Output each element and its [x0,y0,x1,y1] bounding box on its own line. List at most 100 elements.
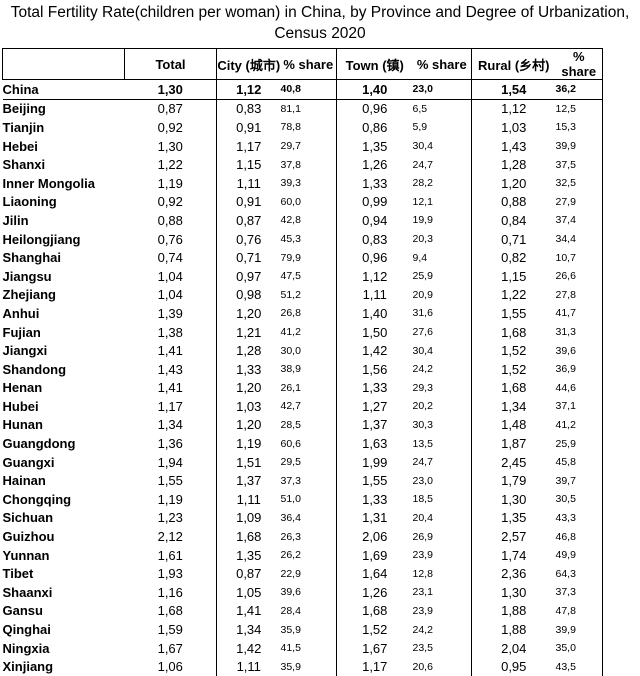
town-cell: 1,40 [337,304,413,323]
rural-share-cell: 39,7 [556,471,603,490]
rural-cell: 1,22 [472,286,556,305]
region-name-cell: Heilongjiang [3,230,125,249]
town-cell: 2,06 [337,527,413,546]
total-cell: 0,92 [125,118,217,137]
town-cell: 1,55 [337,471,413,490]
city-share-cell: 39,6 [281,583,337,602]
town-cell: 1,11 [337,286,413,305]
city-share-cell: 41,5 [281,639,337,658]
total-cell: 1,17 [125,397,217,416]
region-name-cell: Hubei [3,397,125,416]
town-cell: 1,42 [337,341,413,360]
city-cell: 0,98 [217,286,281,305]
region-name-cell: Hainan [3,471,125,490]
city-share-cell: 39,3 [281,174,337,193]
town-share-cell: 20,2 [413,397,472,416]
header-rural-share: % share [556,49,603,80]
town-cell: 1,33 [337,174,413,193]
town-share-cell: 23,0 [413,471,472,490]
rural-cell: 1,43 [472,137,556,156]
city-cell: 0,91 [217,118,281,137]
city-cell: 1,17 [217,137,281,156]
total-cell: 1,04 [125,267,217,286]
rural-cell: 1,34 [472,397,556,416]
rural-cell: 1,54 [472,80,556,100]
rural-cell: 0,82 [472,248,556,267]
city-cell: 1,11 [217,174,281,193]
town-cell: 1,35 [337,137,413,156]
header-region [3,49,125,80]
total-cell: 1,94 [125,453,217,472]
city-share-cell: 26,2 [281,546,337,565]
rural-cell: 1,30 [472,583,556,602]
rural-share-cell: 37,4 [556,211,603,230]
region-name-cell: Gansu [3,602,125,621]
rural-cell: 1,30 [472,490,556,509]
town-share-cell: 24,7 [413,155,472,174]
rural-cell: 0,88 [472,193,556,212]
header-town: Town (镇) [337,49,413,80]
region-name-cell: Henan [3,379,125,398]
total-cell: 1,41 [125,379,217,398]
city-cell: 1,05 [217,583,281,602]
town-cell: 1,56 [337,360,413,379]
total-cell: 1,67 [125,639,217,658]
city-share-cell: 26,8 [281,304,337,323]
city-share-cell: 22,9 [281,564,337,583]
total-cell: 1,55 [125,471,217,490]
city-cell: 1,35 [217,546,281,565]
region-name-cell: Xinjiang [3,657,125,676]
rural-share-cell: 41,2 [556,416,603,435]
town-cell: 1,26 [337,155,413,174]
region-name-cell: Ningxia [3,639,125,658]
city-cell: 1,37 [217,471,281,490]
region-name-cell: Guangxi [3,453,125,472]
total-cell: 1,36 [125,434,217,453]
town-share-cell: 20,6 [413,657,472,676]
city-cell: 1,42 [217,639,281,658]
rural-share-cell: 39,6 [556,341,603,360]
region-name-cell: Yunnan [3,546,125,565]
region-name-cell: Guizhou [3,527,125,546]
city-cell: 0,97 [217,267,281,286]
city-share-cell: 26,3 [281,527,337,546]
total-cell: 1,34 [125,416,217,435]
city-cell: 0,83 [217,99,281,118]
town-share-cell: 18,5 [413,490,472,509]
town-cell: 1,31 [337,509,413,528]
region-name-cell: Shanxi [3,155,125,174]
city-share-cell: 28,5 [281,416,337,435]
region-name-cell: Zhejiang [3,286,125,305]
town-cell: 1,37 [337,416,413,435]
rural-cell: 2,36 [472,564,556,583]
town-cell: 1,52 [337,620,413,639]
rural-share-cell: 37,1 [556,397,603,416]
total-cell: 1,19 [125,174,217,193]
region-name-cell: Anhui [3,304,125,323]
city-share-cell: 81,1 [281,99,337,118]
rural-share-cell: 36,2 [556,80,603,100]
total-cell: 0,76 [125,230,217,249]
town-cell: 1,69 [337,546,413,565]
rural-share-cell: 64,3 [556,564,603,583]
total-cell: 1,39 [125,304,217,323]
total-cell: 1,93 [125,564,217,583]
city-cell: 1,33 [217,360,281,379]
city-share-cell: 35,9 [281,657,337,676]
region-name-cell: Tianjin [3,118,125,137]
region-name-cell: Guangdong [3,434,125,453]
rural-share-cell: 31,3 [556,323,603,342]
town-share-cell: 29,3 [413,379,472,398]
town-share-cell: 30,4 [413,341,472,360]
